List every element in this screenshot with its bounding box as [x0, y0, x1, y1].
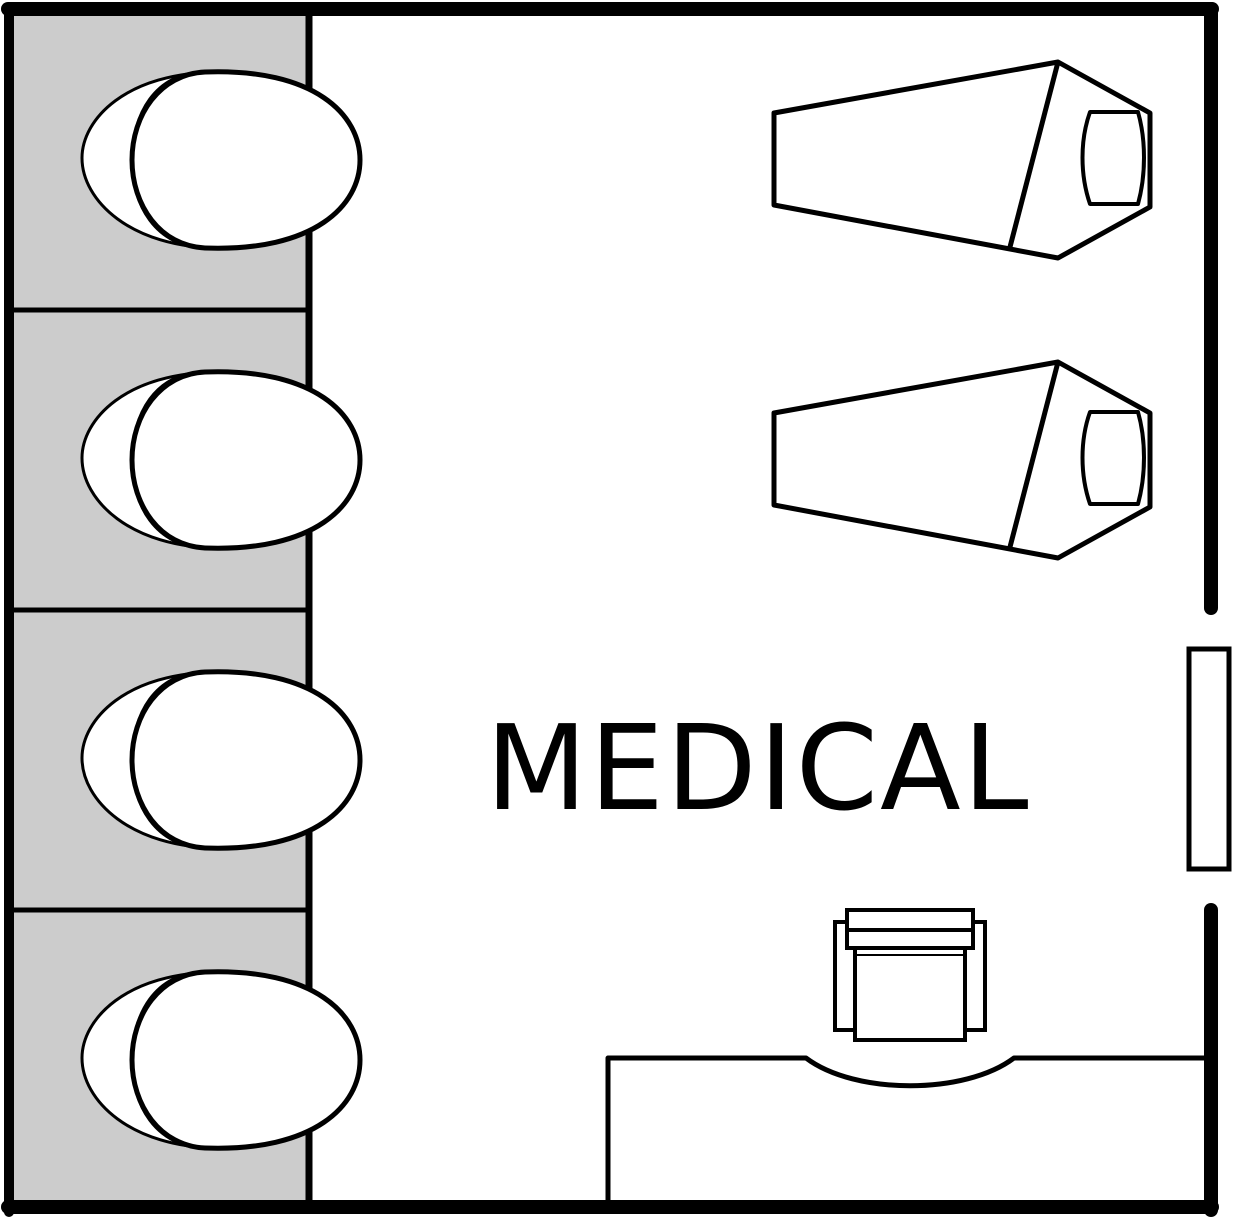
- entry-door: [1186, 646, 1232, 872]
- pod-2: [80, 369, 363, 551]
- medical-bed-2: [771, 359, 1153, 561]
- armchair-seat: [853, 946, 967, 1042]
- pod-3: [80, 669, 363, 851]
- pod-1: [80, 69, 363, 251]
- armchair: [833, 908, 987, 1042]
- room-label: MEDICAL: [486, 699, 1031, 837]
- armchair-backrest: [845, 928, 975, 950]
- pod-4: [80, 969, 363, 1151]
- reception-desk: [605, 1055, 1205, 1205]
- pods: [80, 69, 363, 1151]
- medical-bed-1: [771, 59, 1153, 261]
- medical-beds: [771, 59, 1153, 561]
